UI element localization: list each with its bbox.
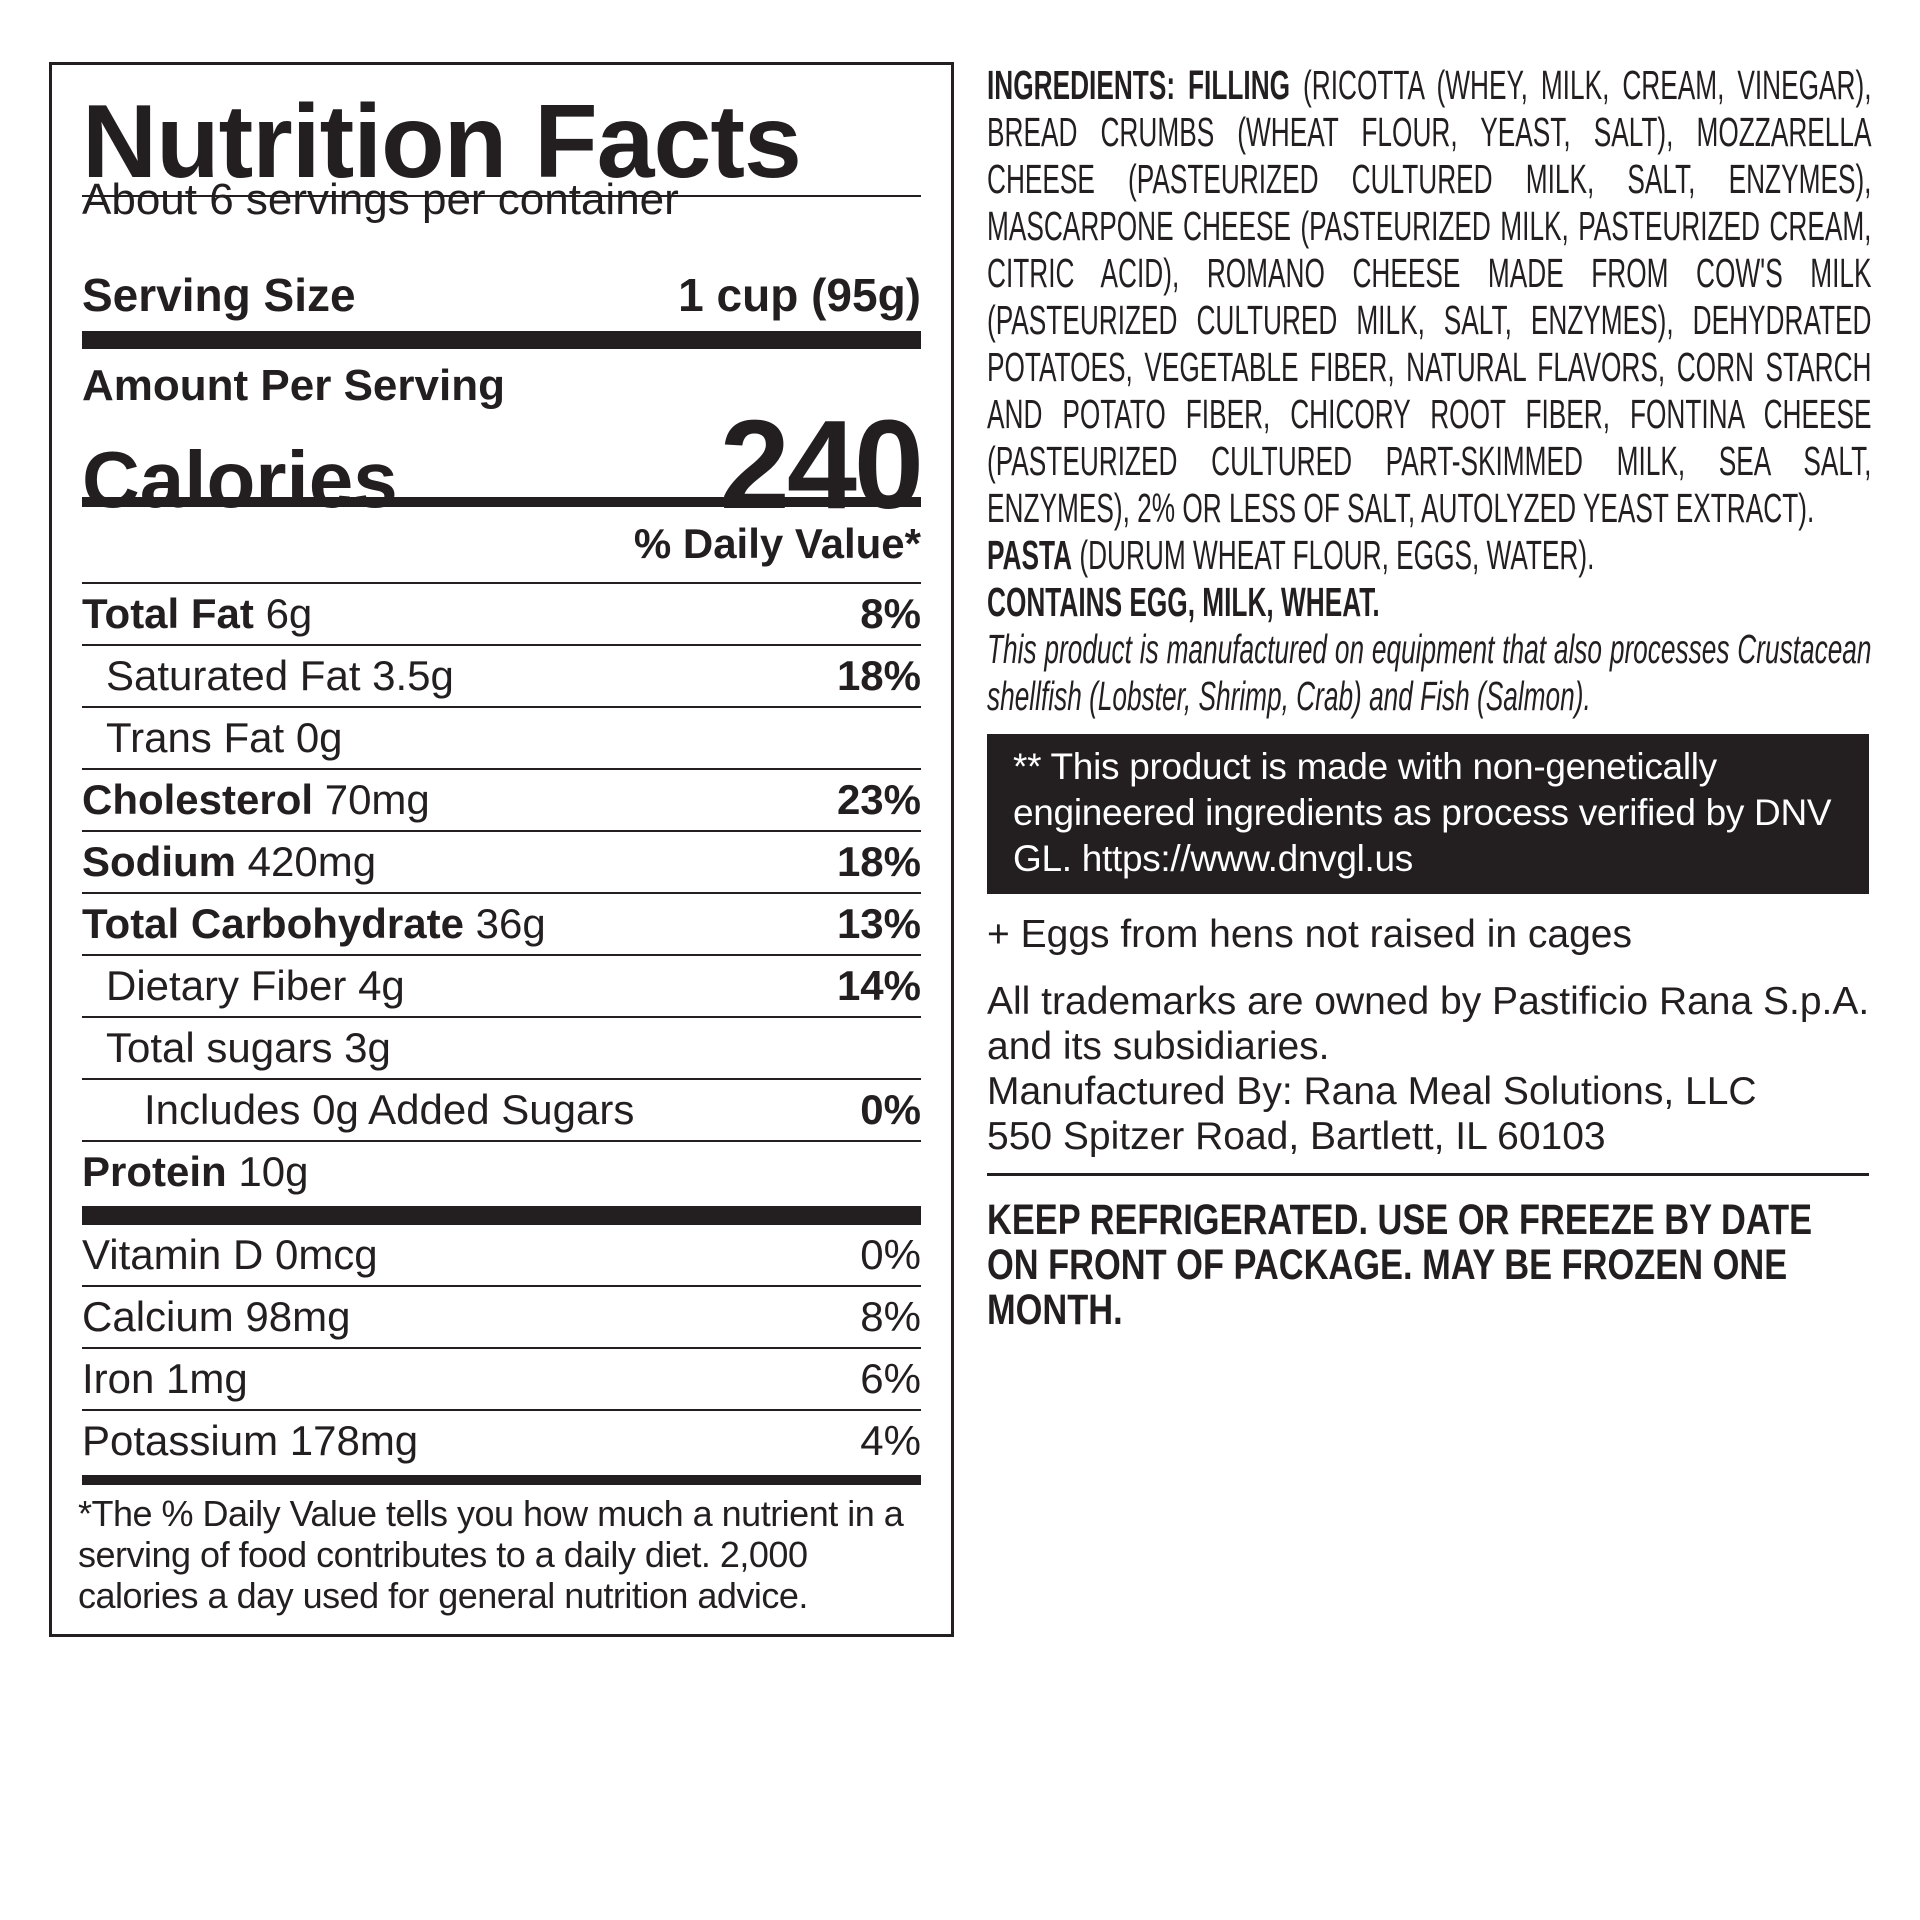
pasta-ingredients: (DURUM WHEAT FLOUR, EGGS, WATER).	[1079, 532, 1595, 578]
manufacturer-address: 550 Spitzer Road, Bartlett, IL 60103	[987, 1115, 1606, 1158]
ingredients-label: INGREDIENTS: FILLING	[987, 62, 1291, 108]
servings-per-container: About 6 servings per container	[82, 175, 679, 224]
vitamin-row-vitamin-d: Vitamin D 0mcg 0%	[82, 1225, 921, 1287]
calories-row: Calories 240	[82, 394, 924, 535]
non-gmo-notice: ** This product is made with non-genetic…	[987, 734, 1869, 894]
eggs-note: + Eggs from hens not raised in cages	[987, 913, 1632, 956]
nutrient-row-trans-fat: Trans Fat 0g	[82, 708, 921, 770]
daily-value-header: % Daily Value*	[633, 520, 921, 567]
nutrient-row-total-sugars: Total sugars 3g	[82, 1018, 921, 1080]
trademark-notice: All trademarks are owned by Pastificio R…	[987, 980, 1870, 1068]
allergen-statement: CONTAINS EGG, MILK, WHEAT.	[987, 579, 1380, 625]
right-column: INGREDIENTS: FILLING (RICOTTA (WHEY, MIL…	[987, 62, 1872, 1333]
nutrient-row-dietary-fiber: Dietary Fiber 4g 14%	[82, 956, 921, 1018]
nutrition-title: Nutrition Facts	[82, 84, 802, 200]
calories-value: 240	[719, 394, 924, 535]
pasta-label: PASTA	[987, 532, 1073, 578]
amount-per-serving: Amount Per Serving	[82, 361, 505, 410]
thick-divider	[82, 331, 921, 349]
ingredients-text: INGREDIENTS: FILLING (RICOTTA (WHEY, MIL…	[987, 62, 1871, 720]
nutrition-facts-panel: Nutrition Facts About 6 servings per con…	[49, 62, 954, 1637]
nutrient-row-total-fat: Total Fat 6g 8%	[82, 584, 921, 646]
nutrient-row-saturated-fat: Saturated Fat 3.5g 18%	[82, 646, 921, 708]
nutrient-row-sodium: Sodium 420mg 18%	[82, 832, 921, 894]
equipment-note: This product is manufactured on equipmen…	[987, 626, 1872, 719]
medium-divider	[82, 497, 921, 507]
vitamin-list: Vitamin D 0mcg 0% Calcium 98mg 8% Iron 1mg…	[82, 1225, 921, 1471]
storage-instructions: KEEP REFRIGERATED. USE OR FREEZE BY DATE…	[987, 1196, 1813, 1334]
storage-section: KEEP REFRIGERATED. USE OR FREEZE BY DATE…	[987, 1198, 1872, 1333]
serving-size-label: Serving Size	[82, 269, 356, 321]
nutrient-row-total-carbohydrate: Total Carbohydrate 36g 13%	[82, 894, 921, 956]
thick-divider	[82, 1206, 921, 1225]
divider	[987, 1173, 1869, 1176]
nutrient-row-cholesterol: Cholesterol 70mg 23%	[82, 770, 921, 832]
medium-divider	[82, 1475, 921, 1485]
divider	[82, 195, 921, 197]
nutrient-row-added-sugars: Includes 0g Added Sugars 0%	[82, 1080, 921, 1142]
ingredients-section: INGREDIENTS: FILLING (RICOTTA (WHEY, MIL…	[987, 62, 1872, 720]
vitamin-row-iron: Iron 1mg 6%	[82, 1349, 921, 1411]
vitamin-row-calcium: Calcium 98mg 8%	[82, 1287, 921, 1349]
serving-size: Serving Size 1 cup (95g)	[82, 265, 921, 325]
daily-value-footnote: *The % Daily Value tells you how much a …	[78, 1493, 904, 1616]
divider	[82, 582, 921, 584]
calories-label: Calories	[82, 435, 398, 524]
filling-ingredients: (RICOTTA (WHEY, MILK, CREAM, VINEGAR), B…	[987, 62, 1872, 531]
nutrient-list: Total Fat 6g 8% Saturated Fat 3.5g 18% Tra…	[82, 584, 921, 1202]
vitamin-row-potassium: Potassium 178mg 4%	[82, 1417, 921, 1464]
manufacturer: Manufactured By: Rana Meal Solutions, LL…	[987, 1070, 1757, 1113]
serving-size-value: 1 cup (95g)	[678, 269, 921, 321]
nutrient-row-protein: Protein 10g	[82, 1148, 309, 1195]
